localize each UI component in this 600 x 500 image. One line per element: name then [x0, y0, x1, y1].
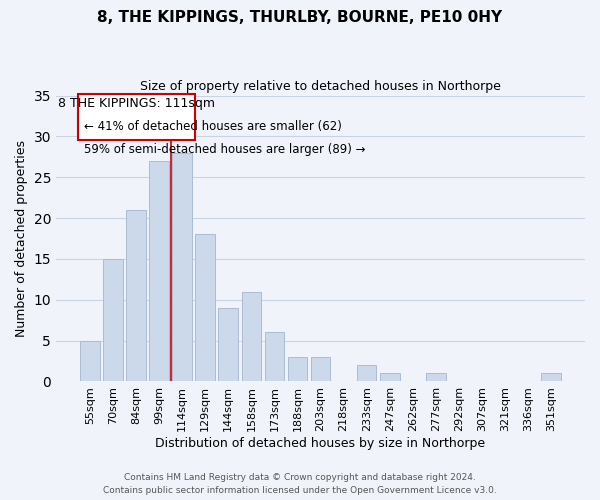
Text: 59% of semi-detached houses are larger (89) →: 59% of semi-detached houses are larger (… [83, 142, 365, 156]
Bar [149, 161, 169, 382]
X-axis label: Distribution of detached houses by size in Northorpe: Distribution of detached houses by size … [155, 437, 485, 450]
Text: 8, THE KIPPINGS, THURLBY, BOURNE, PE10 0HY: 8, THE KIPPINGS, THURLBY, BOURNE, PE10 0… [97, 10, 503, 25]
Bar [380, 374, 400, 382]
Bar [426, 374, 446, 382]
Bar [357, 365, 376, 382]
Text: ← 41% of detached houses are smaller (62): ← 41% of detached houses are smaller (62… [83, 120, 341, 132]
Bar [80, 340, 100, 382]
Bar [172, 152, 192, 382]
Bar [287, 357, 307, 382]
Bar [541, 374, 561, 382]
Bar [242, 292, 261, 382]
Bar [126, 210, 146, 382]
Title: Size of property relative to detached houses in Northorpe: Size of property relative to detached ho… [140, 80, 501, 93]
Bar [196, 234, 215, 382]
Text: Contains HM Land Registry data © Crown copyright and database right 2024.
Contai: Contains HM Land Registry data © Crown c… [103, 474, 497, 495]
Bar [218, 308, 238, 382]
Y-axis label: Number of detached properties: Number of detached properties [15, 140, 28, 337]
Bar [265, 332, 284, 382]
Bar [311, 357, 331, 382]
FancyBboxPatch shape [79, 94, 195, 140]
Bar [103, 259, 123, 382]
Text: 8 THE KIPPINGS: 111sqm: 8 THE KIPPINGS: 111sqm [58, 97, 215, 110]
